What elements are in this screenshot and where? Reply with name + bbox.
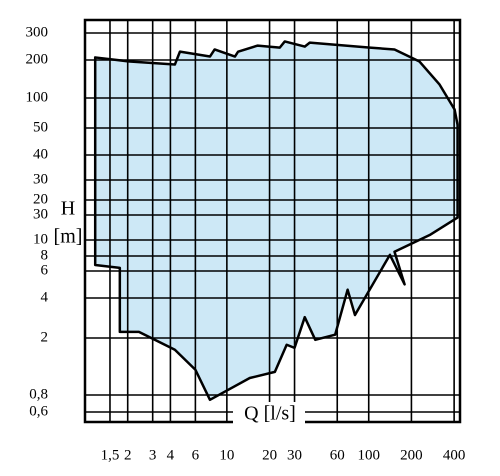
x-tick-label: 1,5 xyxy=(101,447,120,463)
operating-range xyxy=(93,40,459,402)
y-tick-label: 200 xyxy=(26,51,49,67)
y-tick-label: 10 xyxy=(33,231,48,247)
y-tick-label: 40 xyxy=(33,146,48,162)
x-tick-label: 400 xyxy=(443,447,466,463)
y-label-box xyxy=(52,196,82,252)
y-tick-label: 8 xyxy=(41,247,49,263)
y-axis-label: H xyxy=(61,198,75,220)
y-axis-label: [m] xyxy=(54,226,83,248)
x-tick-label: 10 xyxy=(219,447,234,463)
y-tick-label: 30 xyxy=(33,206,48,222)
x-label-box xyxy=(233,402,305,426)
x-tick-label: 60 xyxy=(330,447,345,463)
y-tick-label: 50 xyxy=(33,119,48,135)
y-tick-label: 0,8 xyxy=(29,386,48,402)
y-tick-label: 4 xyxy=(41,289,49,305)
x-tick-label: 30 xyxy=(287,447,302,463)
y-tick-label: 30 xyxy=(33,171,48,187)
x-tick-label: 20 xyxy=(262,447,277,463)
x-tick-label: 6 xyxy=(192,447,200,463)
y-tick-label: 0,6 xyxy=(29,403,48,419)
y-tick-label: 100 xyxy=(26,89,49,105)
y-tick-label: 20 xyxy=(33,191,48,207)
x-tick-label: 200 xyxy=(400,447,423,463)
x-tick-label: 2 xyxy=(124,447,132,463)
x-tick-label: 100 xyxy=(357,447,380,463)
x-tick-label: 3 xyxy=(149,447,157,463)
y-tick-label: 2 xyxy=(41,329,49,345)
x-tick-label: 4 xyxy=(167,447,175,463)
y-tick-label: 300 xyxy=(26,24,49,40)
x-axis-label: Q [l/s] xyxy=(244,403,296,425)
y-tick-label: 6 xyxy=(41,262,49,278)
